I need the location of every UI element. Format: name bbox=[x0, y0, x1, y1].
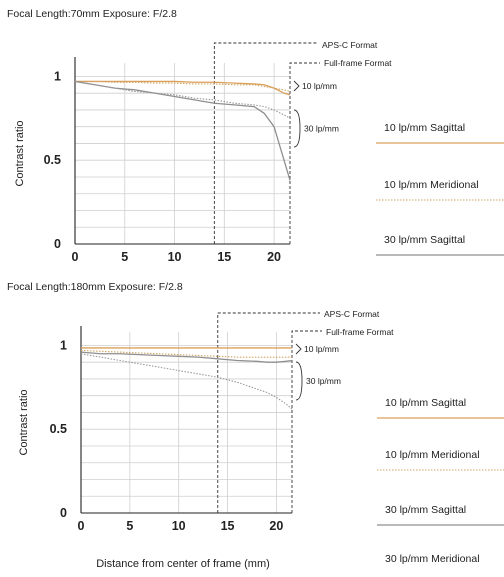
legend-label: 10 lp/mm Sagittal bbox=[385, 397, 466, 409]
y-axis-label: Contrast ratio bbox=[18, 389, 30, 455]
bracket-30lp bbox=[295, 361, 303, 401]
series-line-3 bbox=[74, 80, 291, 181]
series-line-1 bbox=[75, 80, 291, 96]
bracket-30lp bbox=[293, 109, 301, 148]
series-line-2 bbox=[75, 80, 291, 93]
chart-panel-1: Focal Length:70mm Exposure: F/2.8 Contras… bbox=[7, 8, 504, 264]
x-tick-label: 10 bbox=[172, 519, 186, 533]
legend-label: 10 lp/mm Sagittal bbox=[384, 122, 465, 134]
x-tick-label: 0 bbox=[72, 250, 79, 264]
group-label-30lp: 30 lp/mm bbox=[306, 376, 341, 386]
y-tick-label: 0 bbox=[60, 506, 67, 520]
chart-title: Focal Length:180mm Exposure: F/2.8 bbox=[7, 281, 183, 293]
legend-label: 30 lp/mm Sagittal bbox=[384, 234, 465, 246]
y-axis-label: Contrast ratio bbox=[14, 120, 26, 186]
fullframe-format-label: Full-frame Format bbox=[324, 58, 392, 68]
fullframe-marker-line bbox=[289, 62, 320, 244]
bracket-10lp bbox=[295, 343, 302, 355]
x-tick-label: 15 bbox=[221, 519, 235, 533]
legend-label: 30 lp/mm Sagittal bbox=[385, 504, 466, 516]
apsc-format-label: APS-C Format bbox=[322, 40, 378, 50]
legend-label: 30 lp/mm Meridional bbox=[385, 553, 480, 565]
legend-label: 10 lp/mm Meridional bbox=[384, 179, 479, 191]
apsc-marker-line bbox=[213, 42, 318, 244]
series-line-4 bbox=[80, 353, 293, 410]
x-tick-label: 20 bbox=[267, 250, 281, 264]
x-tick-label: 15 bbox=[217, 250, 231, 264]
x-tick-label: 5 bbox=[121, 250, 128, 264]
chart-panel-2: Focal Length:180mm Exposure: F/2.8 Contra… bbox=[7, 281, 504, 575]
chart-title: Focal Length:70mm Exposure: F/2.8 bbox=[7, 8, 177, 20]
x-tick-label: 20 bbox=[269, 519, 283, 533]
group-label-30lp: 30 lp/mm bbox=[304, 124, 339, 134]
y-tick-label: 0 bbox=[54, 237, 61, 251]
bracket-10lp bbox=[293, 80, 300, 92]
legend-label: 10 lp/mm Meridional bbox=[385, 449, 480, 461]
y-tick-label: 1 bbox=[60, 338, 67, 352]
group-label-10lp: 10 lp/mm bbox=[304, 344, 339, 354]
x-tick-label: 0 bbox=[78, 519, 85, 533]
apsc-format-label: APS-C Format bbox=[324, 309, 380, 319]
fullframe-marker-line bbox=[291, 330, 322, 513]
y-tick-label: 0.5 bbox=[50, 422, 67, 436]
y-tick-label: 0.5 bbox=[44, 153, 61, 167]
fullframe-format-label: Full-frame Format bbox=[326, 327, 394, 337]
y-tick-label: 1 bbox=[54, 69, 61, 83]
x-axis-label: Distance from center of frame (mm) bbox=[96, 558, 270, 570]
apsc-marker-line bbox=[217, 312, 320, 513]
x-tick-label: 5 bbox=[126, 519, 133, 533]
group-label-10lp: 10 lp/mm bbox=[302, 81, 337, 91]
series-line-3 bbox=[80, 351, 293, 363]
x-tick-label: 10 bbox=[168, 250, 182, 264]
series-line-2 bbox=[80, 349, 292, 358]
